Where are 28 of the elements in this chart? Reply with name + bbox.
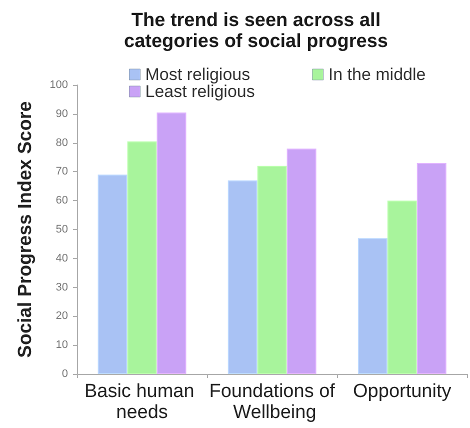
y-tick-label: 70	[56, 166, 68, 178]
y-tick-label: 20	[56, 310, 68, 322]
y-tick-label: 90	[56, 108, 68, 120]
bar	[228, 180, 258, 374]
x-tick-label: Foundations of Wellbeing	[209, 381, 336, 423]
bar	[286, 148, 316, 374]
x-tick-label: Opportunity	[353, 381, 452, 402]
legend-label: Most religious	[145, 65, 250, 84]
y-tick-label: 80	[56, 136, 68, 149]
legend-label: In the middle	[328, 65, 426, 84]
bar	[156, 112, 186, 374]
bar	[257, 166, 287, 374]
bar	[98, 174, 128, 374]
bar	[416, 163, 446, 374]
y-axis-title: Social Progress Index Score	[15, 101, 36, 358]
chart-title: The trend is seen across all categories of social progress	[124, 10, 388, 52]
legend-label: Least religious	[145, 82, 255, 101]
y-tick-label: 100	[50, 79, 68, 91]
y-tick-label: 0	[62, 368, 68, 380]
bar	[127, 141, 157, 374]
bar	[358, 238, 388, 374]
y-tick-label: 40	[56, 252, 68, 264]
y-tick-label: 30	[56, 281, 68, 294]
y-tick-label: 10	[56, 339, 68, 352]
y-tick-label: 50	[56, 224, 68, 236]
bar	[387, 200, 417, 374]
x-tick-label: Basic human needs	[84, 381, 200, 423]
y-tick-label: 60	[56, 194, 68, 207]
